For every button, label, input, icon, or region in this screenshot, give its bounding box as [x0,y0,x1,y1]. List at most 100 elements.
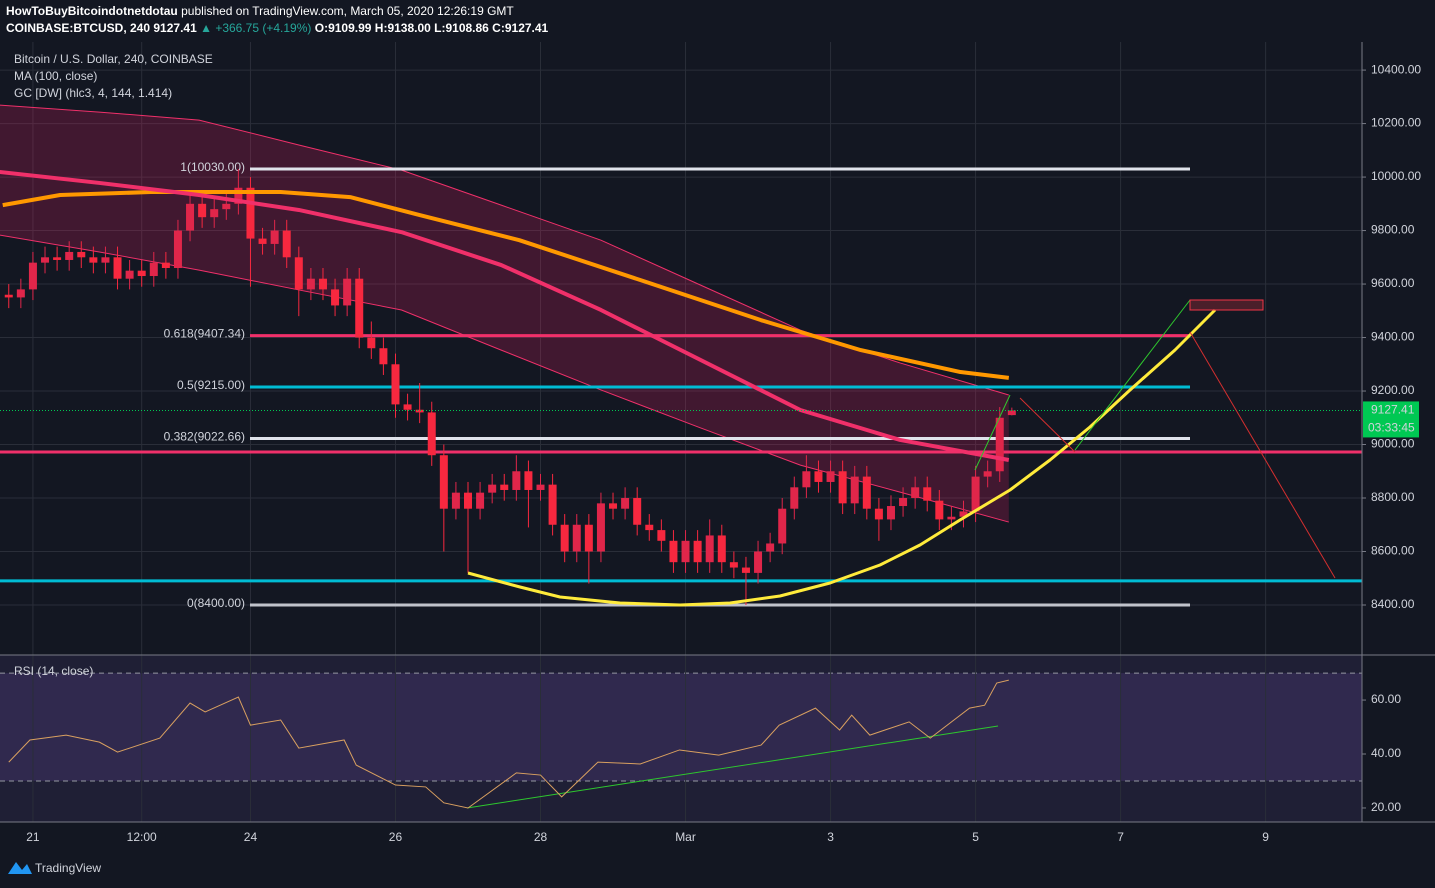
countdown-label: 03:33:45 [1368,421,1415,435]
candle-body [451,492,460,509]
candle-body [621,498,630,509]
candle-body [125,270,134,279]
candle-body [258,238,267,244]
y-tick-label: 9600.00 [1371,276,1415,290]
y-tick-label: 9800.00 [1371,223,1415,237]
published: published on TradingView.com, March 05, … [181,4,514,18]
candle-body [862,476,871,509]
x-tick-label: 3 [827,830,834,844]
candle-body [101,257,110,263]
candle-body [633,498,642,525]
candle-body [657,530,666,541]
y-tick-label: 10000.00 [1371,169,1421,183]
candle-body [524,471,533,490]
candle-body [4,294,13,298]
candle-body [512,471,521,490]
candle-body [729,562,738,568]
axes: 8400.00 8600.00 8800.00 9000.00 9200.00 9400.… [0,42,1435,844]
trend-line [974,394,1011,471]
candle-body [500,484,509,490]
candles [4,169,1016,605]
candle-body [210,209,219,218]
candle-body [923,487,932,501]
candle-body [161,262,170,268]
trend-line [1189,331,1336,579]
y-tick-label: 9000.00 [1371,437,1415,451]
candle-body [282,230,291,258]
y-tick-label: 9200.00 [1371,383,1415,397]
candle-body [403,404,412,410]
candle-body [935,500,944,520]
fib-levels: 1(10030.00) 0.618(9407.34) 0.5(9215.00) 0.3… [0,160,1362,610]
legend-gc: GC [DW] (hlc3, 4, 144, 1.414) [14,86,172,100]
fib-label: 0.382(9022.66) [164,430,245,444]
candle-body [367,337,376,349]
last-price-box [1363,401,1419,438]
candle-body [983,471,992,477]
candle-body [379,348,388,365]
rsi-background [0,655,1362,822]
candle-body [53,257,62,260]
candle-body [427,412,436,456]
candle-body [16,289,25,298]
x-tick-label: 12:00 [127,830,157,844]
cup-curve [467,308,1217,607]
x-tick-label: 9 [1262,830,1269,844]
candle-body [536,484,545,490]
candle-body [995,417,1004,472]
candle-body [1007,410,1016,416]
overlay-line [0,170,1010,462]
candle-body [669,540,678,563]
candle-body [899,498,908,507]
y-tick-label: 10200.00 [1371,116,1421,130]
candle-body [439,455,448,509]
overlays [0,170,1362,462]
candle-body [826,471,835,482]
fib-label: 0.618(9407.34) [164,327,245,341]
target-box [1189,299,1264,311]
brand: TradingView [35,861,101,875]
candle-body [609,503,618,509]
quote-line: COINBASE:BTCUSD, 240 9127.41 ▲ +366.75 (… [6,21,549,35]
candle-body [959,511,968,517]
y-tick-label: 60.00 [1371,692,1401,706]
legend-rsi: RSI (14, close) [14,664,93,678]
ohlc: O:9109.99 H:9138.00 L:9108.86 C:9127.41 [315,21,549,35]
candle-body [693,540,702,563]
candle-body [77,251,86,258]
change: ▲ +366.75 (+4.19%) [200,21,311,35]
x-tick-label: 5 [972,830,979,844]
candle-body [28,262,37,290]
y-tick-label: 8600.00 [1371,544,1415,558]
candle-body [874,508,883,520]
x-tick-label: 24 [244,830,258,844]
candle-body [89,257,98,263]
logo [8,862,32,874]
candle-body [306,278,315,290]
rsi-trend-line [466,725,999,809]
candle-body [548,484,557,525]
candle-body [947,516,956,520]
y-tick-label: 8800.00 [1371,490,1415,504]
candle-body [802,471,811,488]
candle-body [222,203,231,210]
candle-body [645,524,654,531]
symbol: COINBASE:BTCUSD, 240 [6,21,150,35]
candle-body [234,187,243,204]
candle-body [596,503,605,552]
fib-label: 0.5(9215.00) [177,378,245,392]
fib-label: 0(8400.00) [187,596,245,610]
x-tick-label: 7 [1117,830,1124,844]
candle-body [355,278,364,338]
candle-body [886,506,895,520]
candle-body [778,508,787,544]
candle-body [741,567,750,573]
candle-body [294,257,303,290]
y-tick-label: 8400.00 [1371,597,1415,611]
y-tick-label: 20.00 [1371,800,1401,814]
candle-body [705,535,714,563]
candle-body [838,471,847,504]
rsi-band-fill [0,673,1362,781]
candle-body [137,270,146,277]
candle-body [149,262,158,277]
